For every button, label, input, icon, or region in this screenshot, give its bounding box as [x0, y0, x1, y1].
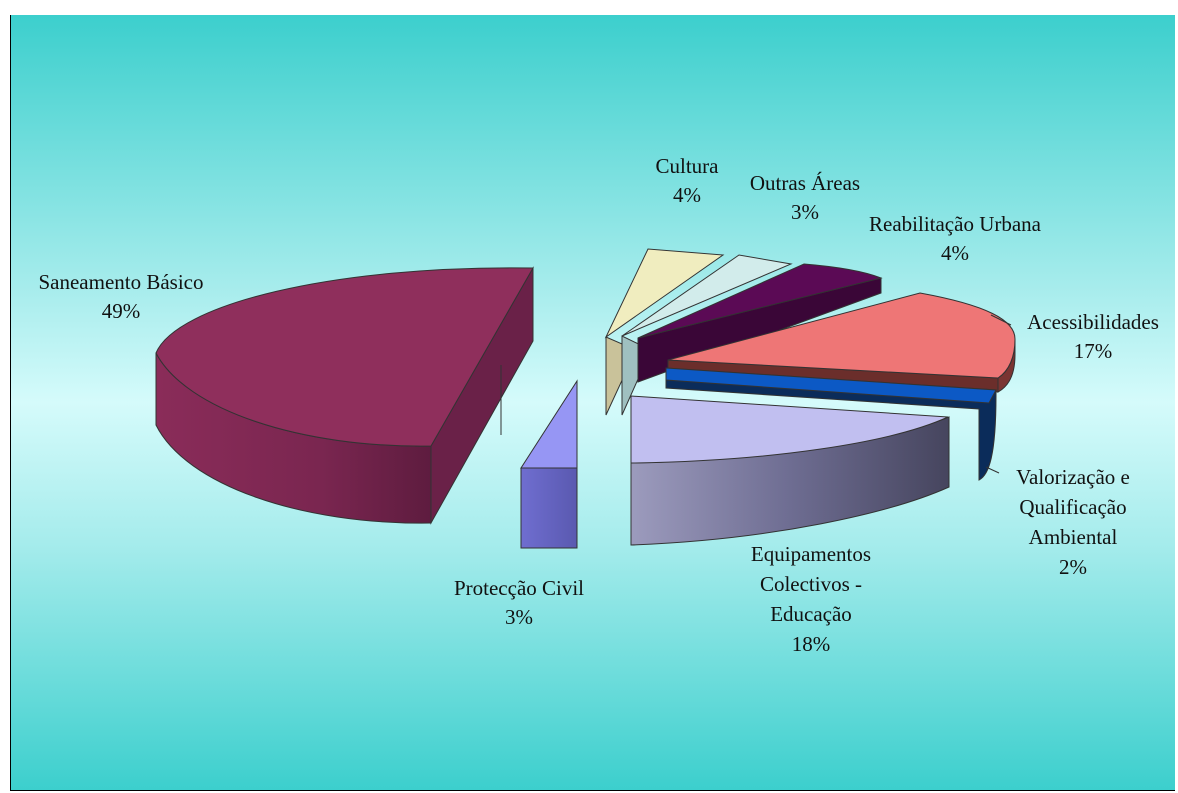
label-valorizacao: Valorização e Qualificação Ambiental 2%: [1016, 465, 1130, 579]
label-proteccao-name: Protecção Civil: [454, 576, 584, 600]
label-acessibilidades: Acessibilidades 17%: [1027, 310, 1159, 363]
slice-saneamento-basico: [155, 266, 534, 525]
label-valorizacao-value: 2%: [1059, 555, 1087, 579]
label-saneamento-name: Saneamento Básico: [38, 270, 203, 294]
label-valorizacao-line3: Ambiental: [1029, 525, 1118, 549]
label-saneamento-value: 49%: [102, 299, 141, 323]
slice-valorizacao: [665, 367, 997, 481]
label-cultura: Cultura 4%: [656, 154, 720, 207]
label-acessibilidades-value: 17%: [1074, 339, 1113, 363]
label-equipamentos-line2: Colectivos -: [760, 572, 862, 596]
label-outras-value: 3%: [791, 200, 819, 224]
label-proteccao-value: 3%: [505, 605, 533, 629]
chart-area: Saneamento Básico 49% Cultura 4% Outras …: [10, 15, 1175, 791]
label-outras-name: Outras Áreas: [750, 171, 860, 195]
label-reabilitacao: Reabilitação Urbana 4%: [869, 212, 1042, 265]
leader-line-acessibilidades: [990, 314, 1012, 326]
label-valorizacao-line2: Qualificação: [1019, 495, 1126, 519]
label-reabilitacao-name: Reabilitação Urbana: [869, 212, 1042, 236]
label-equipamentos-value: 18%: [792, 632, 831, 656]
label-equipamentos-line1: Equipamentos: [751, 542, 871, 566]
label-equipamentos: Equipamentos Colectivos - Educação 18%: [751, 542, 871, 656]
label-equipamentos-line3: Educação: [770, 602, 852, 626]
label-proteccao: Protecção Civil 3%: [454, 576, 584, 629]
label-reabilitacao-value: 4%: [941, 241, 969, 265]
slice-proteccao-civil: [520, 379, 578, 549]
label-acessibilidades-name: Acessibilidades: [1027, 310, 1159, 334]
slice-acessibilidades: [667, 292, 1016, 393]
label-saneamento: Saneamento Básico 49%: [38, 270, 203, 323]
label-valorizacao-line1: Valorização e: [1016, 465, 1130, 489]
label-cultura-value: 4%: [673, 183, 701, 207]
slice-equipamentos: [630, 395, 950, 546]
pie-chart: Saneamento Básico 49% Cultura 4% Outras …: [38, 154, 1159, 656]
label-outras: Outras Áreas 3%: [750, 171, 860, 224]
label-cultura-name: Cultura: [656, 154, 720, 178]
leader-line-valorizacao: [985, 466, 1000, 474]
